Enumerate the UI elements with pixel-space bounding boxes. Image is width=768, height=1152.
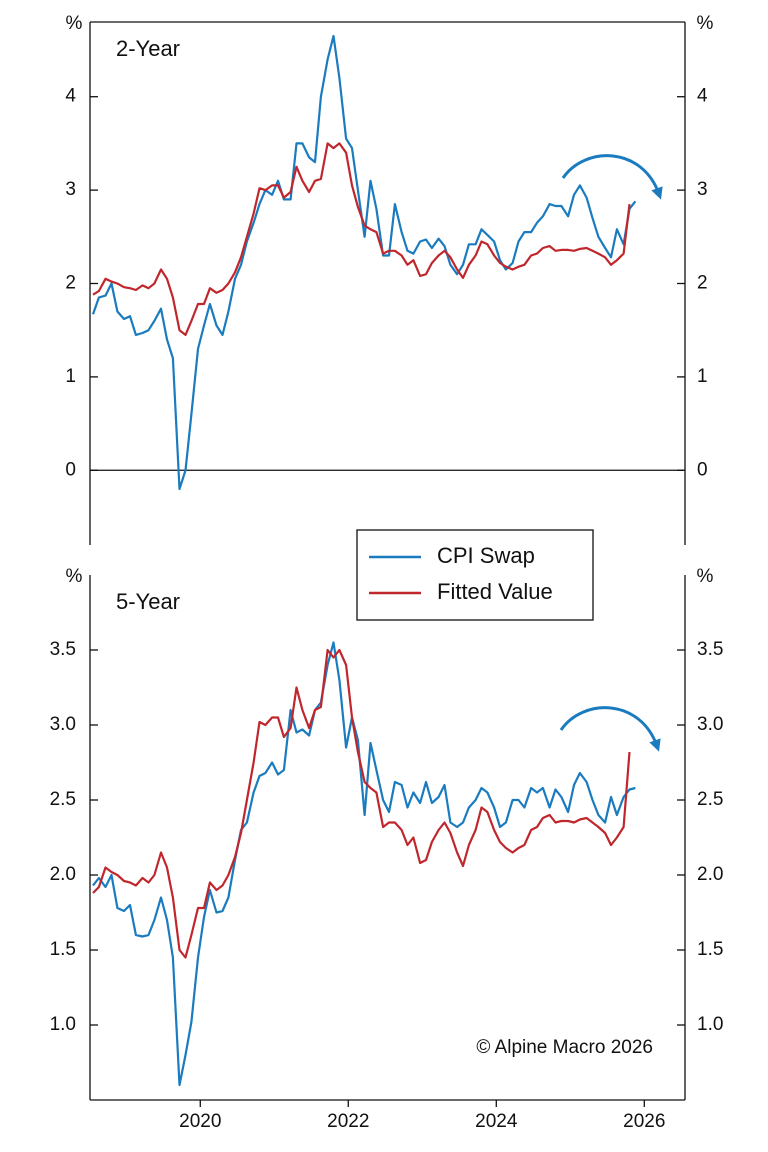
y-axis-label: % [66,566,83,587]
y-tick-label: 2.5 [50,789,76,810]
y2-tick-label: 4 [697,86,708,107]
y2-tick-label: 2.5 [697,789,723,810]
y-tick-label: 1.0 [50,1014,76,1035]
x-tick-label: 2024 [475,1111,518,1132]
legend-box [356,529,594,621]
y-tick-label: 0 [65,459,76,480]
y-tick-label: 2 [65,273,76,294]
x-tick-label: 2022 [327,1111,369,1132]
y2-tick-label: 3 [697,179,708,200]
y-tick-label: 3.0 [50,714,76,735]
y2-tick-label: 1.0 [697,1014,723,1035]
y-tick-label: 3 [65,179,76,200]
y2-tick-label: 0 [697,459,708,480]
series-line [91,34,637,491]
x-tick-label: 2020 [179,1111,221,1132]
annotation: © Alpine Macro 2026 [476,1037,653,1058]
y2-tick-label: 3.5 [697,639,723,660]
y2-axis-label: % [697,566,714,587]
y-tick-label: 4 [65,86,76,107]
y2-tick-label: 2 [697,273,708,294]
legend-label: Fitted Value [437,579,553,604]
series-line [92,641,636,1087]
y2-tick-label: 3.0 [697,714,723,735]
panel-title: 2-Year [116,36,180,61]
y2-tick-label: 2.0 [697,864,723,885]
y-tick-label: 1.5 [50,939,76,960]
series-line [92,648,631,959]
y2-tick-label: 1.5 [697,939,723,960]
panel-title: 5-Year [116,589,180,614]
trend-arrow [561,154,663,200]
y-tick-label: 2.0 [50,864,76,885]
x-tick-label: 2026 [623,1111,665,1132]
y-tick-label: 3.5 [50,639,76,660]
series-line [92,142,631,336]
legend-label: CPI Swap [437,543,535,568]
trend-arrow [559,706,661,752]
y2-tick-label: 1 [697,366,708,387]
y-axis-label: % [66,13,83,34]
y-tick-label: 1 [65,366,76,387]
y2-axis-label: % [697,13,714,34]
